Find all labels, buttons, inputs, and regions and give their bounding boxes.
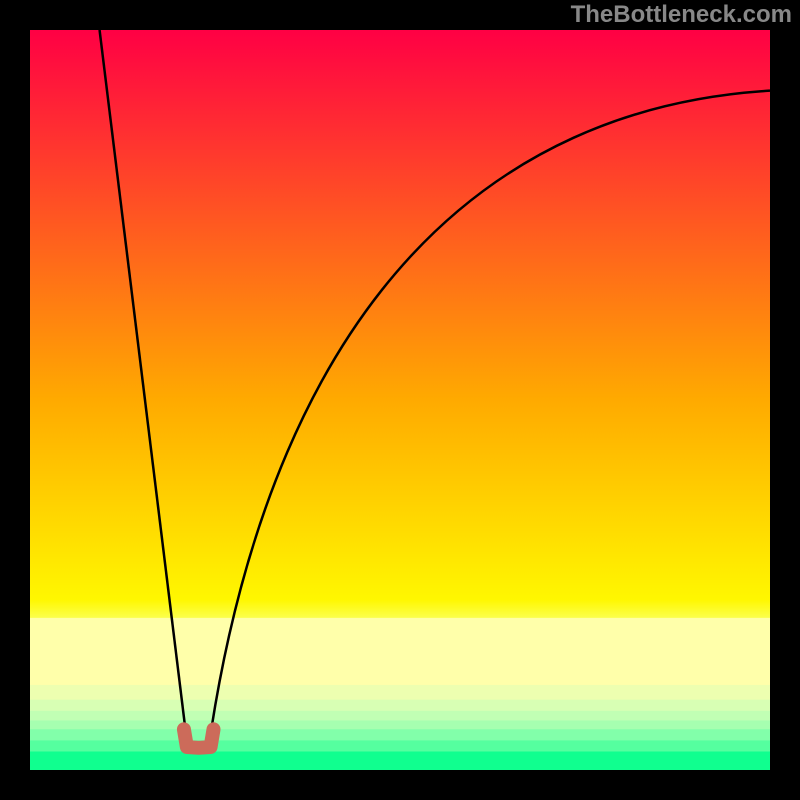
bottleneck-chart: TheBottleneck.com bbox=[0, 0, 800, 800]
gradient-band bbox=[30, 720, 770, 729]
gradient-band bbox=[30, 711, 770, 721]
bottom-bands bbox=[30, 618, 770, 770]
gradient-band bbox=[30, 740, 770, 752]
gradient-band bbox=[30, 618, 770, 685]
gradient-band bbox=[30, 700, 770, 712]
gradient-band bbox=[30, 729, 770, 741]
gradient-band bbox=[30, 685, 770, 700]
watermark-text: TheBottleneck.com bbox=[571, 1, 792, 28]
gradient-band bbox=[30, 752, 770, 771]
plot-area bbox=[30, 30, 770, 771]
